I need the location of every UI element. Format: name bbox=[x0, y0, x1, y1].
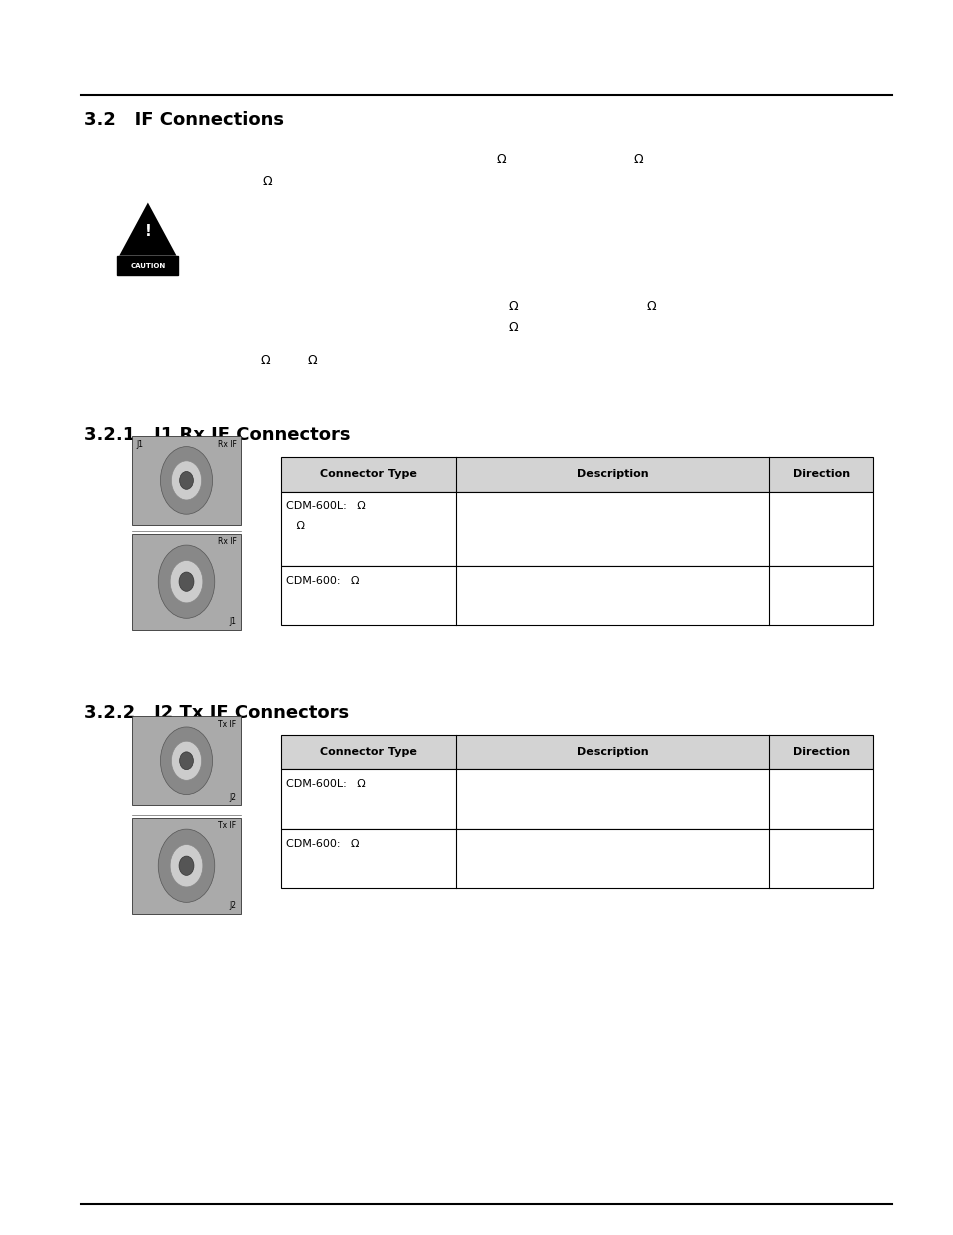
Text: Rx IF: Rx IF bbox=[217, 440, 236, 448]
FancyBboxPatch shape bbox=[281, 829, 872, 888]
Text: 3.2.1   J1 Rx IF Connectors: 3.2.1 J1 Rx IF Connectors bbox=[84, 426, 350, 445]
FancyBboxPatch shape bbox=[281, 769, 872, 829]
FancyBboxPatch shape bbox=[132, 534, 241, 630]
Circle shape bbox=[160, 727, 213, 794]
Text: !: ! bbox=[144, 225, 152, 240]
Text: Ω: Ω bbox=[307, 354, 316, 368]
Text: J1: J1 bbox=[230, 618, 236, 626]
Text: Ω: Ω bbox=[633, 153, 642, 167]
Circle shape bbox=[179, 572, 193, 592]
Text: Description: Description bbox=[577, 747, 648, 757]
Text: J2: J2 bbox=[230, 793, 236, 802]
Circle shape bbox=[158, 829, 214, 903]
Text: Ω: Ω bbox=[646, 300, 656, 314]
Text: Ω: Ω bbox=[496, 153, 505, 167]
Text: Ω: Ω bbox=[262, 175, 272, 189]
Text: Connector Type: Connector Type bbox=[320, 469, 416, 479]
FancyBboxPatch shape bbox=[281, 457, 872, 492]
Circle shape bbox=[170, 845, 203, 887]
Text: J1: J1 bbox=[136, 440, 143, 448]
Text: 3.2.2   J2 Tx IF Connectors: 3.2.2 J2 Tx IF Connectors bbox=[84, 704, 349, 722]
Text: Tx IF: Tx IF bbox=[218, 821, 236, 830]
Text: Ω: Ω bbox=[508, 321, 517, 335]
FancyBboxPatch shape bbox=[281, 735, 872, 769]
Circle shape bbox=[179, 472, 193, 489]
Text: CDM-600:   Ω: CDM-600: Ω bbox=[286, 576, 359, 585]
Text: CAUTION: CAUTION bbox=[131, 263, 165, 268]
Text: Ω: Ω bbox=[508, 300, 517, 314]
Text: 3.2   IF Connections: 3.2 IF Connections bbox=[84, 111, 284, 130]
Text: CDM-600L:   Ω: CDM-600L: Ω bbox=[286, 501, 366, 511]
FancyBboxPatch shape bbox=[117, 256, 178, 275]
Circle shape bbox=[172, 461, 201, 500]
Text: Direction: Direction bbox=[792, 469, 849, 479]
FancyBboxPatch shape bbox=[281, 566, 872, 625]
Text: Ω: Ω bbox=[286, 521, 305, 531]
FancyBboxPatch shape bbox=[132, 716, 241, 805]
Circle shape bbox=[160, 447, 213, 514]
Text: CDM-600L:   Ω: CDM-600L: Ω bbox=[286, 779, 366, 789]
Text: Connector Type: Connector Type bbox=[320, 747, 416, 757]
Text: J2: J2 bbox=[230, 902, 236, 910]
Circle shape bbox=[172, 741, 201, 781]
Circle shape bbox=[170, 561, 203, 603]
Text: Rx IF: Rx IF bbox=[217, 537, 236, 546]
FancyBboxPatch shape bbox=[132, 436, 241, 525]
Text: Tx IF: Tx IF bbox=[218, 720, 236, 729]
Text: Direction: Direction bbox=[792, 747, 849, 757]
Circle shape bbox=[179, 752, 193, 769]
Text: Ω: Ω bbox=[260, 354, 270, 368]
Text: CDM-600:   Ω: CDM-600: Ω bbox=[286, 839, 359, 848]
Text: Description: Description bbox=[577, 469, 648, 479]
Circle shape bbox=[179, 856, 193, 876]
FancyBboxPatch shape bbox=[132, 818, 241, 914]
Circle shape bbox=[158, 545, 214, 619]
Polygon shape bbox=[119, 203, 176, 256]
FancyBboxPatch shape bbox=[281, 492, 872, 566]
